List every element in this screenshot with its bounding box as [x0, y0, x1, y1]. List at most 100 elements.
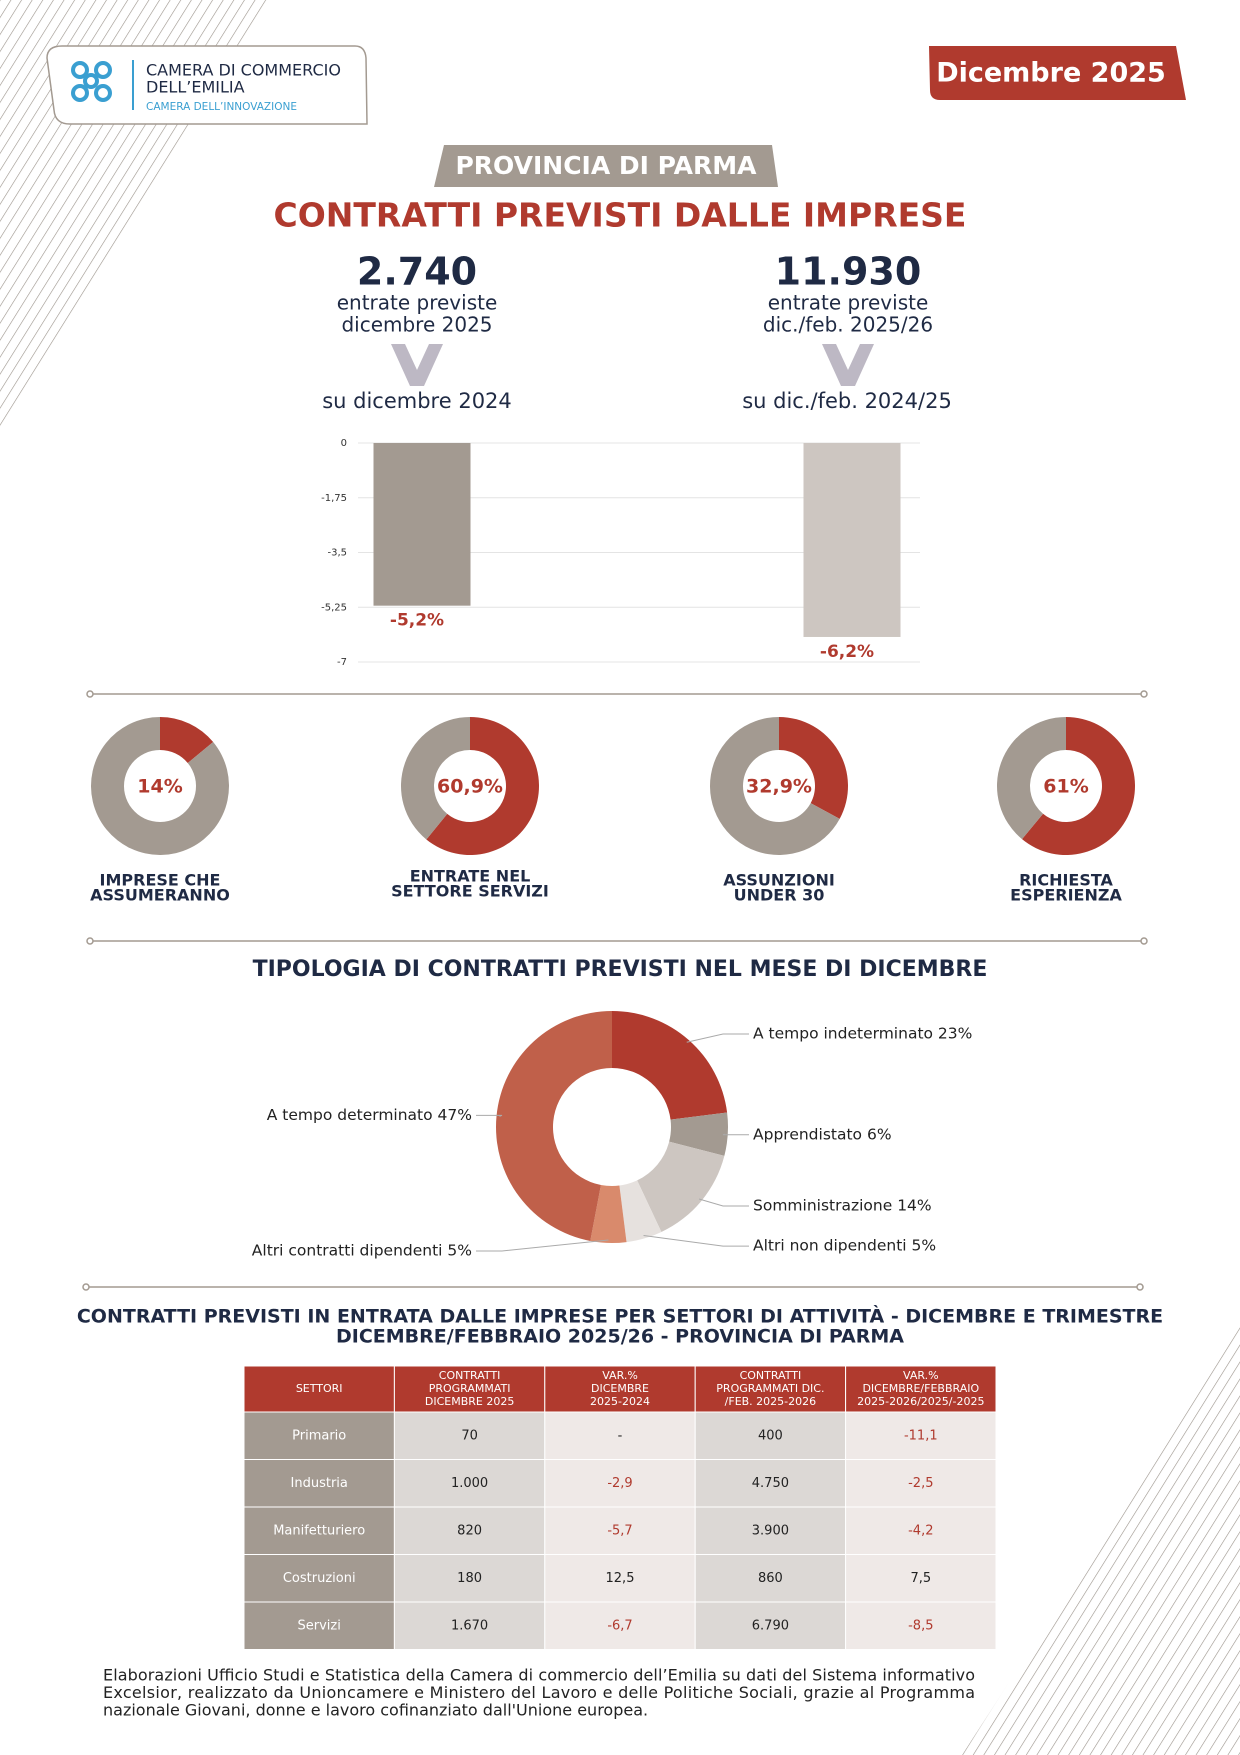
table-cell-text: Servizi: [298, 1618, 341, 1633]
gauge-title: ENTRATE NEL: [410, 867, 531, 886]
donut-segment: [710, 717, 840, 855]
table-header-text: CONTRATTI: [740, 1369, 802, 1382]
table-header-text: 2025-2026/2025/-2025: [857, 1395, 984, 1408]
logo-box: [46, 45, 368, 125]
table-cell: [845, 1554, 997, 1603]
kpi-caption: dicembre 2025: [341, 313, 492, 337]
leader-line: [686, 1033, 749, 1043]
table-header-text: VAR.%: [903, 1369, 939, 1382]
table-cell: [243, 1411, 395, 1460]
table-title: DICEMBRE/FEBBRAIO 2025/26 - PROVINCIA DI…: [336, 1326, 904, 1348]
slice-label: Altri non dipendenti 5%: [753, 1237, 936, 1255]
table-cell-text: 1.670: [451, 1618, 488, 1633]
chevron: [822, 344, 874, 386]
table-cell-text: -5,7: [607, 1523, 632, 1538]
leader-line: [643, 1235, 749, 1247]
table-header-text: PROGRAMMATI: [429, 1382, 511, 1395]
center-label: 14%: [137, 776, 182, 798]
donut-segment: [669, 1112, 729, 1156]
table-header-text: /FEB. 2025-2026: [725, 1395, 816, 1408]
donut-segment: [1022, 717, 1135, 856]
kpi-value: 2.740: [357, 250, 477, 294]
slice-label: Apprendistato 6%: [753, 1125, 892, 1143]
y-tick-label: -3,5: [327, 548, 347, 559]
slice-label: A tempo indeterminato 23%: [753, 1024, 972, 1042]
province-badge: [434, 145, 778, 187]
category-label: su dicembre 2024: [322, 389, 512, 413]
table-cell: [393, 1459, 546, 1508]
table-cell-text: 1.000: [451, 1476, 488, 1491]
table-header-text: DICEMBRE/FEBBRAIO: [862, 1382, 979, 1395]
footer-text: Excelsior, realizzato da Unioncamere e M…: [103, 1683, 975, 1702]
table-cell: [694, 1601, 847, 1650]
table-cell-text: 12,5: [606, 1571, 635, 1586]
decor-stripes: [962, 1326, 1240, 1755]
value-label: -5,2%: [390, 611, 444, 631]
date: Dicembre 2025: [936, 58, 1166, 89]
footer-text: Elaborazioni Ufficio Studi e Statistica …: [103, 1666, 975, 1685]
donut-segment: [91, 717, 230, 856]
table-cell-text: 70: [461, 1428, 478, 1443]
donut-segment: [612, 1011, 728, 1120]
center-label: 32,9%: [746, 776, 812, 798]
gauge-title: UNDER 30: [734, 886, 825, 905]
table-cell-text: -2,9: [607, 1476, 632, 1491]
category-label: su dic./feb. 2024/25: [742, 389, 952, 413]
bar: [373, 443, 471, 606]
kpi-caption: entrate previste: [337, 291, 498, 315]
table-header-text: VAR.%: [602, 1369, 638, 1382]
donut-segment: [426, 717, 540, 856]
chevron: [391, 344, 443, 386]
value-label: -6,2%: [820, 642, 874, 662]
table-header-text: CONTRATTI: [439, 1369, 501, 1382]
y-tick-label: -7: [337, 657, 347, 668]
table-cell-text: Industria: [291, 1476, 348, 1491]
table-header-text: DICEMBRE: [591, 1382, 649, 1395]
table-cell: [544, 1554, 696, 1603]
table-cell-text: -6,7: [607, 1618, 632, 1633]
slice-label: Somministrazione 14%: [753, 1197, 932, 1215]
table-cell: [243, 1459, 395, 1508]
donut-segment: [495, 1011, 612, 1241]
gauge-title: ASSUNZIONI: [723, 871, 835, 890]
gauge-title: IMPRESE CHE: [100, 871, 221, 890]
table-cell-text: 7,5: [910, 1571, 931, 1586]
y-tick-label: -5,25: [321, 602, 347, 613]
table-cell-text: Primario: [292, 1428, 346, 1443]
table-header-cell: [845, 1365, 997, 1413]
table-cell: [845, 1506, 997, 1555]
table-cell: [544, 1459, 696, 1508]
donut-segment: [637, 1141, 725, 1232]
donut-segment: [160, 717, 214, 764]
gauge-title: ESPERIENZA: [1010, 886, 1122, 905]
table-cell-text: -: [618, 1428, 623, 1443]
date-badge: [929, 46, 1186, 100]
y-tick-label: -1,75: [321, 493, 347, 504]
table-header-cell: [694, 1365, 847, 1413]
table-cell-text: 3.900: [752, 1523, 789, 1538]
section-title: TIPOLOGIA DI CONTRATTI PREVISTI NEL MESE…: [253, 957, 988, 982]
donut-segment: [401, 717, 470, 840]
table-cell: [845, 1411, 997, 1460]
kpi-caption: entrate previste: [768, 291, 929, 315]
kpi-caption: dic./feb. 2025/26: [763, 313, 933, 337]
table-cell-text: Costruzioni: [283, 1571, 356, 1586]
table-cell: [544, 1411, 696, 1460]
leader-line: [698, 1198, 749, 1207]
table-cell: [243, 1554, 395, 1603]
slice-label: A tempo determinato 47%: [267, 1106, 472, 1124]
table-cell: [544, 1506, 696, 1555]
table-header-text: SETTORI: [296, 1382, 343, 1395]
slice-label: Altri contratti dipendenti 5%: [252, 1241, 472, 1259]
table-cell: [544, 1601, 696, 1650]
kpi-value: 11.930: [775, 250, 922, 294]
table-cell-text: 180: [457, 1571, 482, 1586]
donut-segment: [619, 1180, 662, 1243]
table-cell-text: -4,2: [908, 1523, 933, 1538]
main-title: CONTRATTI PREVISTI DALLE IMPRESE: [274, 196, 967, 235]
leader-line: [722, 1133, 749, 1136]
table-cell-text: 4.750: [752, 1476, 789, 1491]
table-cell: [393, 1506, 546, 1555]
